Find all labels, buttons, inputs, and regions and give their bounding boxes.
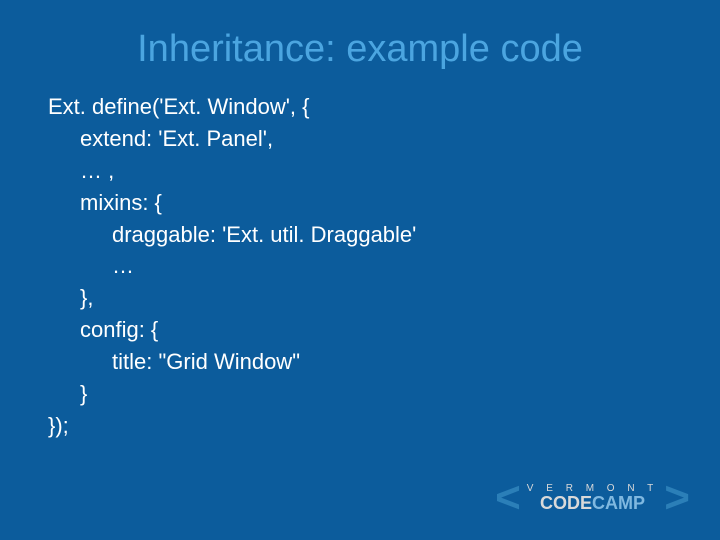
footer-logo: < V E R M O N T CODECAMP > [495,476,690,520]
code-line-11: }); [48,410,720,442]
bracket-right-icon: > [664,476,690,520]
code-line-9: title: "Grid Window" [48,346,720,378]
logo-code-word: CODE [540,493,592,513]
slide-title: Inheritance: example code [0,0,720,91]
code-line-8: config: { [48,314,720,346]
bracket-left-icon: < [495,476,521,520]
logo-text: V E R M O N T CODECAMP [527,484,659,512]
code-line-6: … [48,250,720,282]
code-block: Ext. define('Ext. Window', { extend: 'Ex… [0,91,720,442]
code-line-2: extend: 'Ext. Panel', [48,123,720,155]
logo-camp-word: CAMP [592,493,645,513]
code-line-7: }, [48,282,720,314]
logo-bottom-text: CODECAMP [540,494,645,512]
code-line-10: } [48,378,720,410]
code-line-5: draggable: 'Ext. util. Draggable' [48,219,720,251]
code-line-3: … , [48,155,720,187]
code-line-4: mixins: { [48,187,720,219]
code-line-1: Ext. define('Ext. Window', { [48,91,720,123]
